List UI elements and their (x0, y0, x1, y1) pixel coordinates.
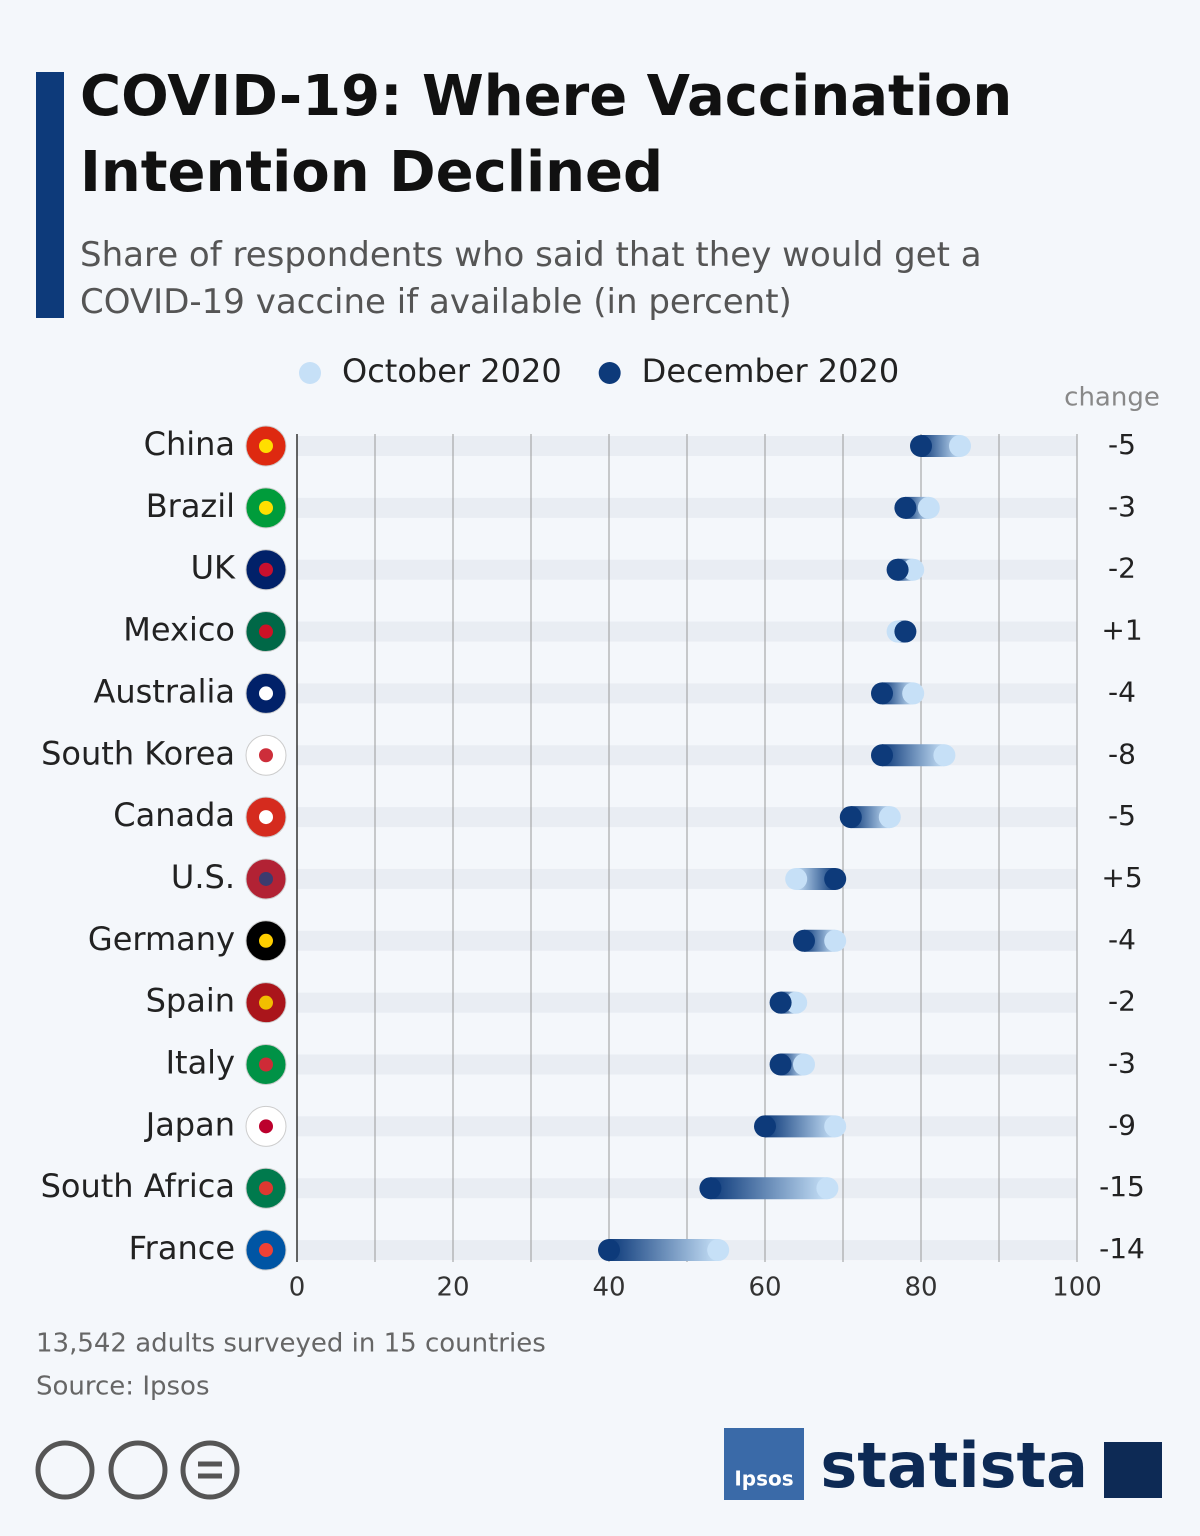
text-line: COVID-19: Where Vaccination (80, 64, 1012, 129)
december-point (871, 682, 893, 705)
december-point (793, 929, 815, 952)
flag-detail (259, 810, 273, 825)
statista-logo: statista (820, 1429, 1088, 1502)
october-point (793, 1053, 815, 1076)
october-point (933, 744, 956, 767)
category-label: China (144, 425, 235, 463)
legend-label: October 2020 (342, 352, 562, 390)
december-point (598, 1239, 620, 1262)
statista-icon (1104, 1442, 1162, 1498)
flag-detail (259, 748, 273, 763)
x-tick-label: 40 (592, 1273, 625, 1303)
december-point (894, 496, 917, 519)
flag-detail (259, 1243, 273, 1258)
change-label: -5 (1108, 428, 1136, 461)
ipsos-text: Ipsos (734, 1467, 793, 1491)
category-label: Spain (146, 982, 235, 1020)
change-label: -14 (1099, 1232, 1145, 1265)
category-label: Germany (88, 920, 235, 958)
october-point (902, 682, 925, 705)
change-label: +5 (1101, 861, 1142, 894)
change-label: -2 (1108, 552, 1136, 585)
source: Source: Ipsos (36, 1372, 210, 1402)
flag-detail (259, 1119, 273, 1134)
december-point (699, 1177, 722, 1200)
category-label: Brazil (146, 487, 235, 525)
legend-swatch (299, 362, 321, 384)
x-tick-label: 0 (289, 1273, 306, 1303)
license-icons (35, 1440, 240, 1500)
category-label: Japan (144, 1105, 235, 1143)
flag-detail (259, 686, 273, 701)
text-line: COVID-19 vaccine if available (in percen… (80, 282, 792, 322)
title-accent (36, 72, 64, 318)
text-line: Intention Declined (80, 140, 663, 205)
category-label: Australia (93, 672, 235, 710)
flag-detail (259, 1181, 273, 1196)
change-label: -9 (1108, 1108, 1136, 1141)
october-point (878, 806, 901, 829)
october-point (816, 1177, 839, 1200)
note: 13,542 adults surveyed in 15 countries (36, 1329, 546, 1359)
change-label: -4 (1108, 675, 1136, 708)
change-label: -2 (1108, 985, 1136, 1018)
category-label: Canada (113, 796, 235, 834)
october-point (902, 558, 925, 581)
december-point (910, 435, 932, 457)
flag-detail (259, 624, 273, 639)
october-point (824, 1115, 847, 1138)
flag-detail (259, 871, 273, 886)
december-point (886, 558, 909, 581)
flag-detail (259, 562, 273, 577)
category-label: South Korea (41, 734, 235, 772)
december-point (769, 991, 792, 1014)
category-label: U.S. (171, 858, 235, 896)
x-tick-label: 60 (748, 1273, 781, 1303)
category-label: UK (191, 549, 236, 587)
october-point (785, 867, 808, 890)
x-tick-label: 20 (436, 1273, 469, 1303)
december-point (894, 620, 917, 643)
change-label: -15 (1099, 1170, 1145, 1203)
change-label: -3 (1108, 1047, 1136, 1080)
change-label: +1 (1101, 614, 1142, 647)
ipsos-logo (724, 1428, 804, 1500)
change-label: -4 (1108, 923, 1136, 956)
category-label: France (129, 1229, 235, 1267)
chart-title: COVID-19: Where Vaccination Intention Dec… (80, 64, 1012, 205)
flag-detail (259, 500, 273, 515)
legend-swatch (598, 362, 621, 384)
x-tick-label: 80 (904, 1273, 937, 1303)
change-header: change (1064, 383, 1160, 413)
category-label: South Africa (41, 1167, 235, 1205)
change-label: -3 (1108, 490, 1136, 523)
december-point (754, 1115, 776, 1138)
category-label: Mexico (123, 611, 235, 649)
december-point (839, 806, 862, 829)
december-point (871, 744, 893, 767)
december-point (824, 867, 847, 890)
october-point (707, 1239, 730, 1262)
legend-label: December 2020 (642, 352, 900, 390)
x-tick-label: 100 (1052, 1273, 1102, 1303)
change-label: -5 (1108, 799, 1136, 832)
flag-detail (259, 439, 273, 453)
change-label: -8 (1108, 737, 1136, 770)
flag-detail (259, 995, 273, 1010)
october-point (949, 435, 971, 457)
category-label: Italy (166, 1044, 235, 1082)
flag-detail (259, 1057, 273, 1072)
flag-detail (259, 933, 273, 948)
chart-subtitle: Share of respondents who said that they … (80, 235, 982, 322)
october-point (785, 991, 808, 1014)
october-point (917, 496, 940, 519)
october-point (824, 929, 847, 952)
december-point (769, 1053, 792, 1076)
text-line: Share of respondents who said that they … (80, 235, 982, 275)
